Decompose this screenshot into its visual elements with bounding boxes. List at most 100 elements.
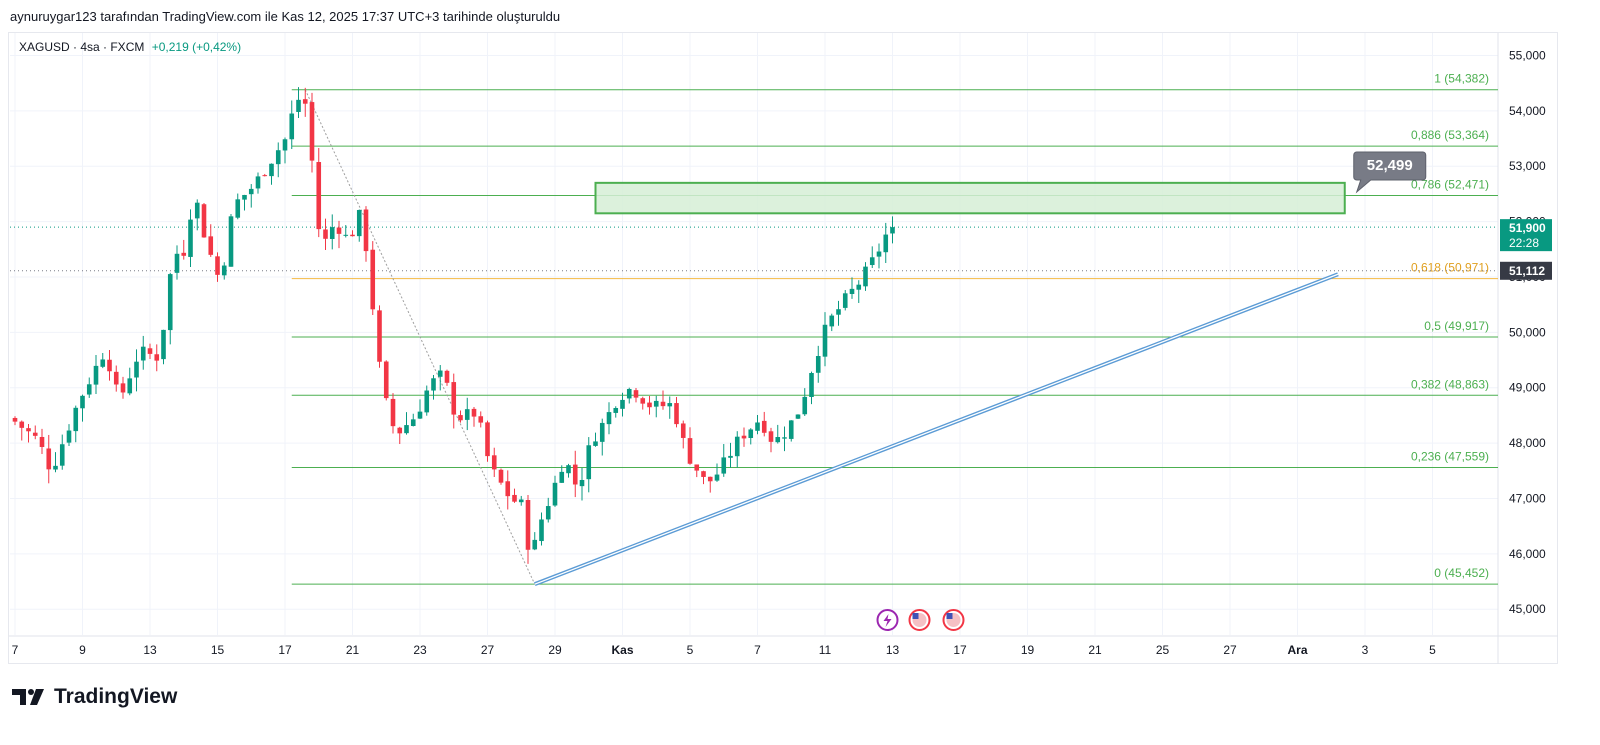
candle-body [235,199,241,218]
fib-level-label: 0 (45,452) [1434,566,1489,580]
y-tick-label: 50,000 [1509,325,1546,339]
candle-body [134,361,139,378]
candle-body [768,431,774,442]
candle-body [775,437,781,443]
y-tick-label: 47,000 [1509,491,1546,505]
candle-body [593,441,598,446]
candle-body [404,425,409,434]
candle-body [336,227,342,234]
x-tick-label: 27 [481,643,495,657]
candle-body [815,356,821,373]
candle-body [660,401,666,407]
candle-body [269,163,274,177]
x-tick-label: 9 [79,643,86,657]
candle-body [154,354,160,361]
candle-body [107,359,112,372]
candle-body [66,430,72,443]
candle-body [188,219,193,257]
candle-body [640,398,646,404]
candle-body [633,390,639,398]
x-tick-label: 21 [346,643,360,657]
candle-body [471,408,477,417]
y-tick-label: 45,000 [1509,602,1546,616]
candle-body [782,437,787,439]
candle-body [532,539,538,550]
target-callout-label: 52,499 [1367,157,1413,174]
candle-body [579,479,585,487]
candle-body [734,436,740,457]
lightning-glyph-icon [883,614,892,627]
candle-body [410,419,416,426]
us-flag-canton-icon [912,613,919,619]
candle-body [390,398,396,427]
candle-body [687,438,693,464]
candle-body [370,249,376,310]
candle-body [788,420,794,439]
candle-body [73,407,79,432]
candle-body [437,370,443,377]
candle-body [498,469,504,483]
candle-body [505,481,511,497]
candle-body [296,99,301,112]
candle-body [127,378,133,394]
x-tick-label: Ara [1287,643,1307,657]
crosshair-price-badge [1500,261,1552,280]
candle-body [19,421,25,428]
x-tick-label: 7 [12,643,19,657]
candle-body [876,251,882,257]
candle-body [647,402,652,408]
candle-body [714,474,720,481]
candle-body [26,428,31,432]
candle-body [566,465,571,474]
candle-body [363,209,369,252]
candle-body [802,396,808,415]
y-tick-label: 49,000 [1509,381,1546,395]
candle-body [32,432,38,436]
candle-body [167,274,173,331]
symbol-name: XAGUSD · 4sa · FXCM [19,40,145,54]
candle-body [869,257,875,266]
candle-body [397,427,403,434]
x-tick-label: 21 [1088,643,1102,657]
x-tick-label: 5 [1429,643,1436,657]
candle-body [431,378,436,391]
candle-body [836,309,841,315]
candle-body [883,234,889,253]
tradingview-logo[interactable]: TradingView [12,685,177,709]
candle-body [626,388,632,399]
candle-body [613,408,619,413]
current-price-label: 51,900 [1509,221,1546,235]
candle-body [485,422,490,457]
candle-body [539,519,544,542]
candle-body [289,113,295,140]
y-tick-label: 53,000 [1509,159,1546,173]
candle-body [262,175,268,177]
candle-body [309,102,315,161]
chart-frame [8,32,1558,664]
symbol-change: +0,219 (+0,42%) [151,40,242,54]
fib-level-label: 0,618 (50,971) [1411,261,1489,275]
y-tick-label: 48,000 [1509,436,1546,450]
target-zone [594,181,1346,215]
tradingview-logo-text: TradingView [54,685,178,708]
candle-body [458,415,463,421]
candle-body [275,150,281,165]
candle-body [100,359,106,367]
x-tick-label: 7 [754,643,761,657]
candle-body [451,382,457,415]
candle-body [242,194,247,200]
fib-level-label: 0,236 (47,559) [1411,450,1489,464]
fib-level-label: 0,5 (49,917) [1424,319,1489,333]
candle-body [383,361,389,399]
x-tick-label: 5 [687,643,694,657]
candle-body [424,390,430,413]
candle-body [255,176,261,189]
candle-body [248,188,254,195]
candle-body [113,371,119,385]
x-tick-label: 11 [819,643,832,657]
symbol-legend[interactable]: XAGUSD · 4sa · FXCM +0,219 (+0,42%) [19,40,241,54]
target-callout [1353,151,1427,194]
x-tick-label: Kas [611,643,633,657]
candle-body [464,409,470,420]
